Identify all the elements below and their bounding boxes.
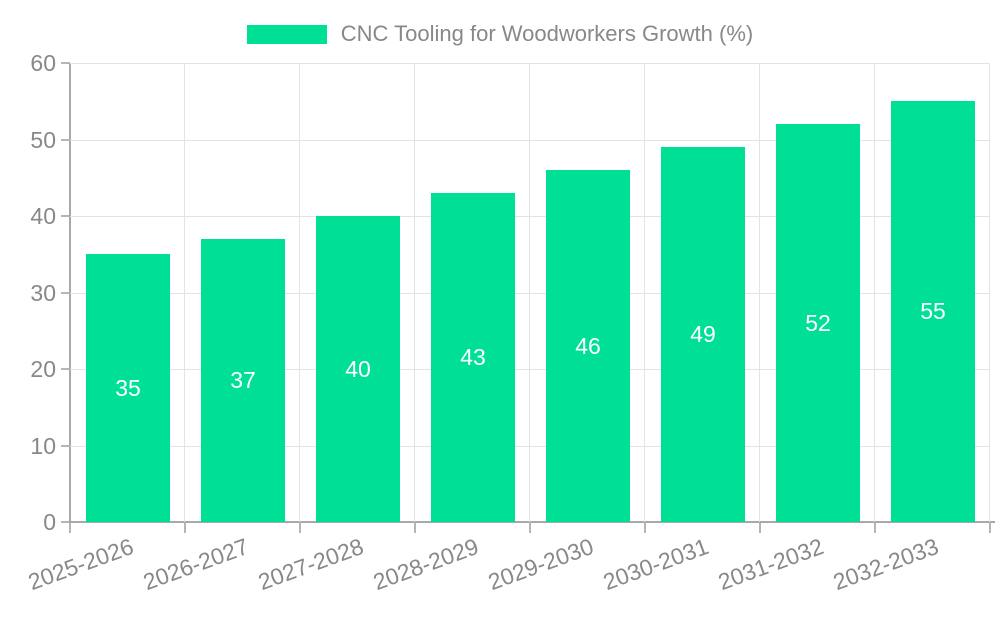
bar-2025-2026: 35 (86, 254, 170, 522)
x-tick-label: 2032-2033 (829, 533, 942, 596)
y-gridline (70, 445, 990, 447)
y-axis-line (69, 63, 71, 524)
y-tick-label: 60 (30, 50, 56, 76)
y-tick-mark (61, 138, 70, 141)
y-tick-label: 40 (30, 203, 56, 229)
x-gridline (644, 63, 645, 522)
plot-area: 35 37 40 43 46 49 52 55 (70, 63, 990, 522)
bar-2027-2028: 40 (316, 216, 400, 522)
bar-2028-2029: 43 (431, 193, 515, 522)
bar-value-label: 46 (575, 332, 601, 359)
chart-legend[interactable]: CNC Tooling for Woodworkers Growth (%) (0, 20, 1000, 48)
y-gridline (70, 139, 990, 141)
x-tick-mark (414, 523, 416, 533)
y-tick-mark (61, 368, 70, 370)
x-axis-line (69, 521, 995, 523)
x-tick-mark (529, 523, 531, 533)
bar-value-label: 37 (230, 367, 256, 393)
x-tick-mark (299, 523, 301, 533)
x-gridline (529, 63, 530, 522)
bar-value-label: 55 (920, 298, 946, 324)
bar-value-label: 49 (690, 321, 716, 347)
x-tick-mark (759, 523, 761, 533)
x-gridline (989, 63, 990, 522)
y-tick-mark (61, 521, 70, 523)
x-gridline (184, 63, 185, 522)
x-gridline (874, 63, 875, 522)
legend-swatch (246, 24, 327, 44)
x-tick-mark (69, 523, 71, 533)
bar-2031-2032: 52 (776, 124, 860, 522)
x-tick-mark (644, 523, 646, 533)
y-tick-label: 10 (30, 432, 56, 459)
bar-2029-2030: 46 (546, 170, 630, 522)
y-tick-mark (61, 215, 70, 217)
y-tick-label: 50 (30, 126, 56, 153)
x-tick-mark (874, 523, 876, 533)
bar-2032-2033: 55 (891, 101, 975, 522)
x-gridline (299, 63, 300, 522)
y-tick-label: 30 (30, 279, 56, 306)
y-gridline (70, 292, 990, 294)
y-gridline (70, 63, 990, 64)
y-tick-mark (61, 291, 70, 294)
legend-label: CNC Tooling for Woodworkers Growth (%) (340, 21, 754, 46)
x-gridline (414, 63, 415, 522)
y-tick-label: 0 (43, 509, 56, 535)
y-tick-mark (61, 444, 70, 447)
x-tick-mark (989, 523, 991, 533)
bar-chart: CNC Tooling for Woodworkers Growth (%) 0… (0, 20, 1000, 595)
bar-2026-2027: 37 (201, 239, 285, 522)
bar-value-label: 40 (345, 355, 371, 382)
bar-value-label: 43 (460, 344, 486, 370)
y-gridline (70, 216, 990, 217)
y-tick-label: 20 (30, 356, 56, 382)
x-tick-mark (184, 523, 186, 533)
x-gridline (759, 63, 760, 522)
y-gridline (70, 369, 990, 370)
bar-2030-2031: 49 (661, 147, 745, 522)
bar-value-label: 35 (115, 374, 141, 401)
y-tick-mark (61, 62, 70, 64)
bar-value-label: 52 (805, 309, 831, 336)
